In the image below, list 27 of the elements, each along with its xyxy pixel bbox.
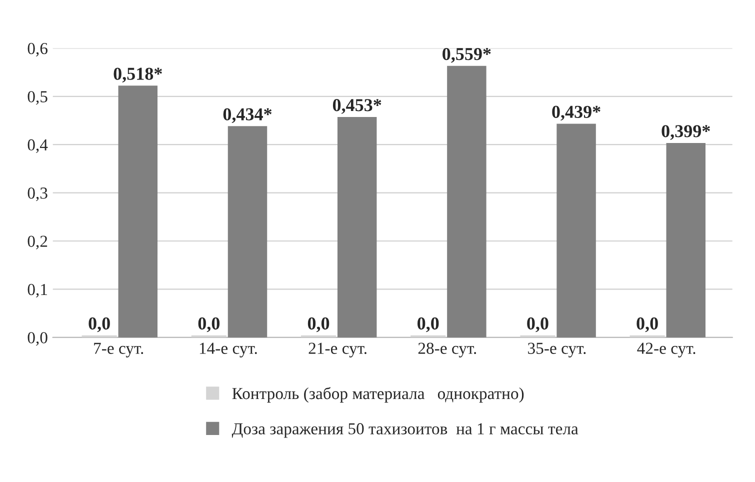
data-label: 0,434* xyxy=(223,108,272,123)
data-label: 0,439* xyxy=(552,106,600,121)
legend-label: Контроль (забор материала однократно) xyxy=(232,387,524,403)
y-tick-label: 0,2 xyxy=(28,236,48,250)
y-tick-label: 0,5 xyxy=(28,91,48,105)
data-label: 0,453* xyxy=(332,99,382,114)
y-tick-label: 0,3 xyxy=(28,188,48,202)
x-tick-label: 14-е сут. xyxy=(200,342,257,358)
y-tick-label: 0,1 xyxy=(28,284,47,298)
data-label: 0,0 xyxy=(527,317,548,332)
data-label: 0,0 xyxy=(418,317,439,332)
data-label: 0,0 xyxy=(308,317,330,332)
legend-label: Доза заражения 50 тахизоитов на 1 г массы тела xyxy=(232,423,578,438)
x-tick-label: 42-е сут. xyxy=(637,342,696,358)
x-tick-label: 28-е сут. xyxy=(418,342,476,358)
x-tick-label: 21-е сут. xyxy=(308,342,366,358)
y-tick-label: 0,4 xyxy=(28,139,48,153)
data-label: 0,0 xyxy=(88,317,110,332)
data-label: 0,0 xyxy=(636,317,658,332)
x-tick-label: 35-е сут. xyxy=(528,342,586,358)
data-label: 0,0 xyxy=(198,317,220,332)
data-label: 0,399* xyxy=(662,125,710,140)
x-tick-label: 7-е сут. xyxy=(94,342,144,358)
data-label: 0,559* xyxy=(442,48,491,63)
data-label: 0,518* xyxy=(114,68,162,83)
y-tick-label: 0,6 xyxy=(28,42,48,57)
y-tick-label: 0,0 xyxy=(28,332,48,346)
